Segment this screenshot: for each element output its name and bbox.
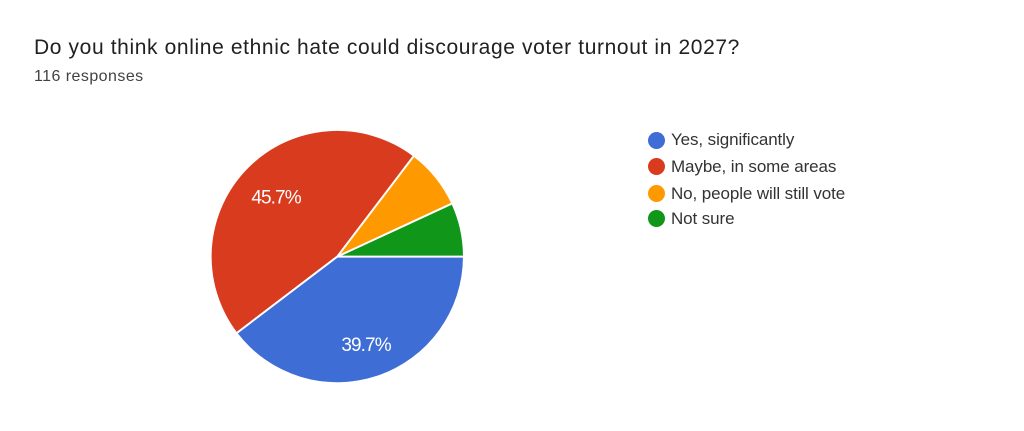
- svg-text:45.7%: 45.7%: [251, 187, 301, 208]
- svg-text:39.7%: 39.7%: [341, 335, 391, 356]
